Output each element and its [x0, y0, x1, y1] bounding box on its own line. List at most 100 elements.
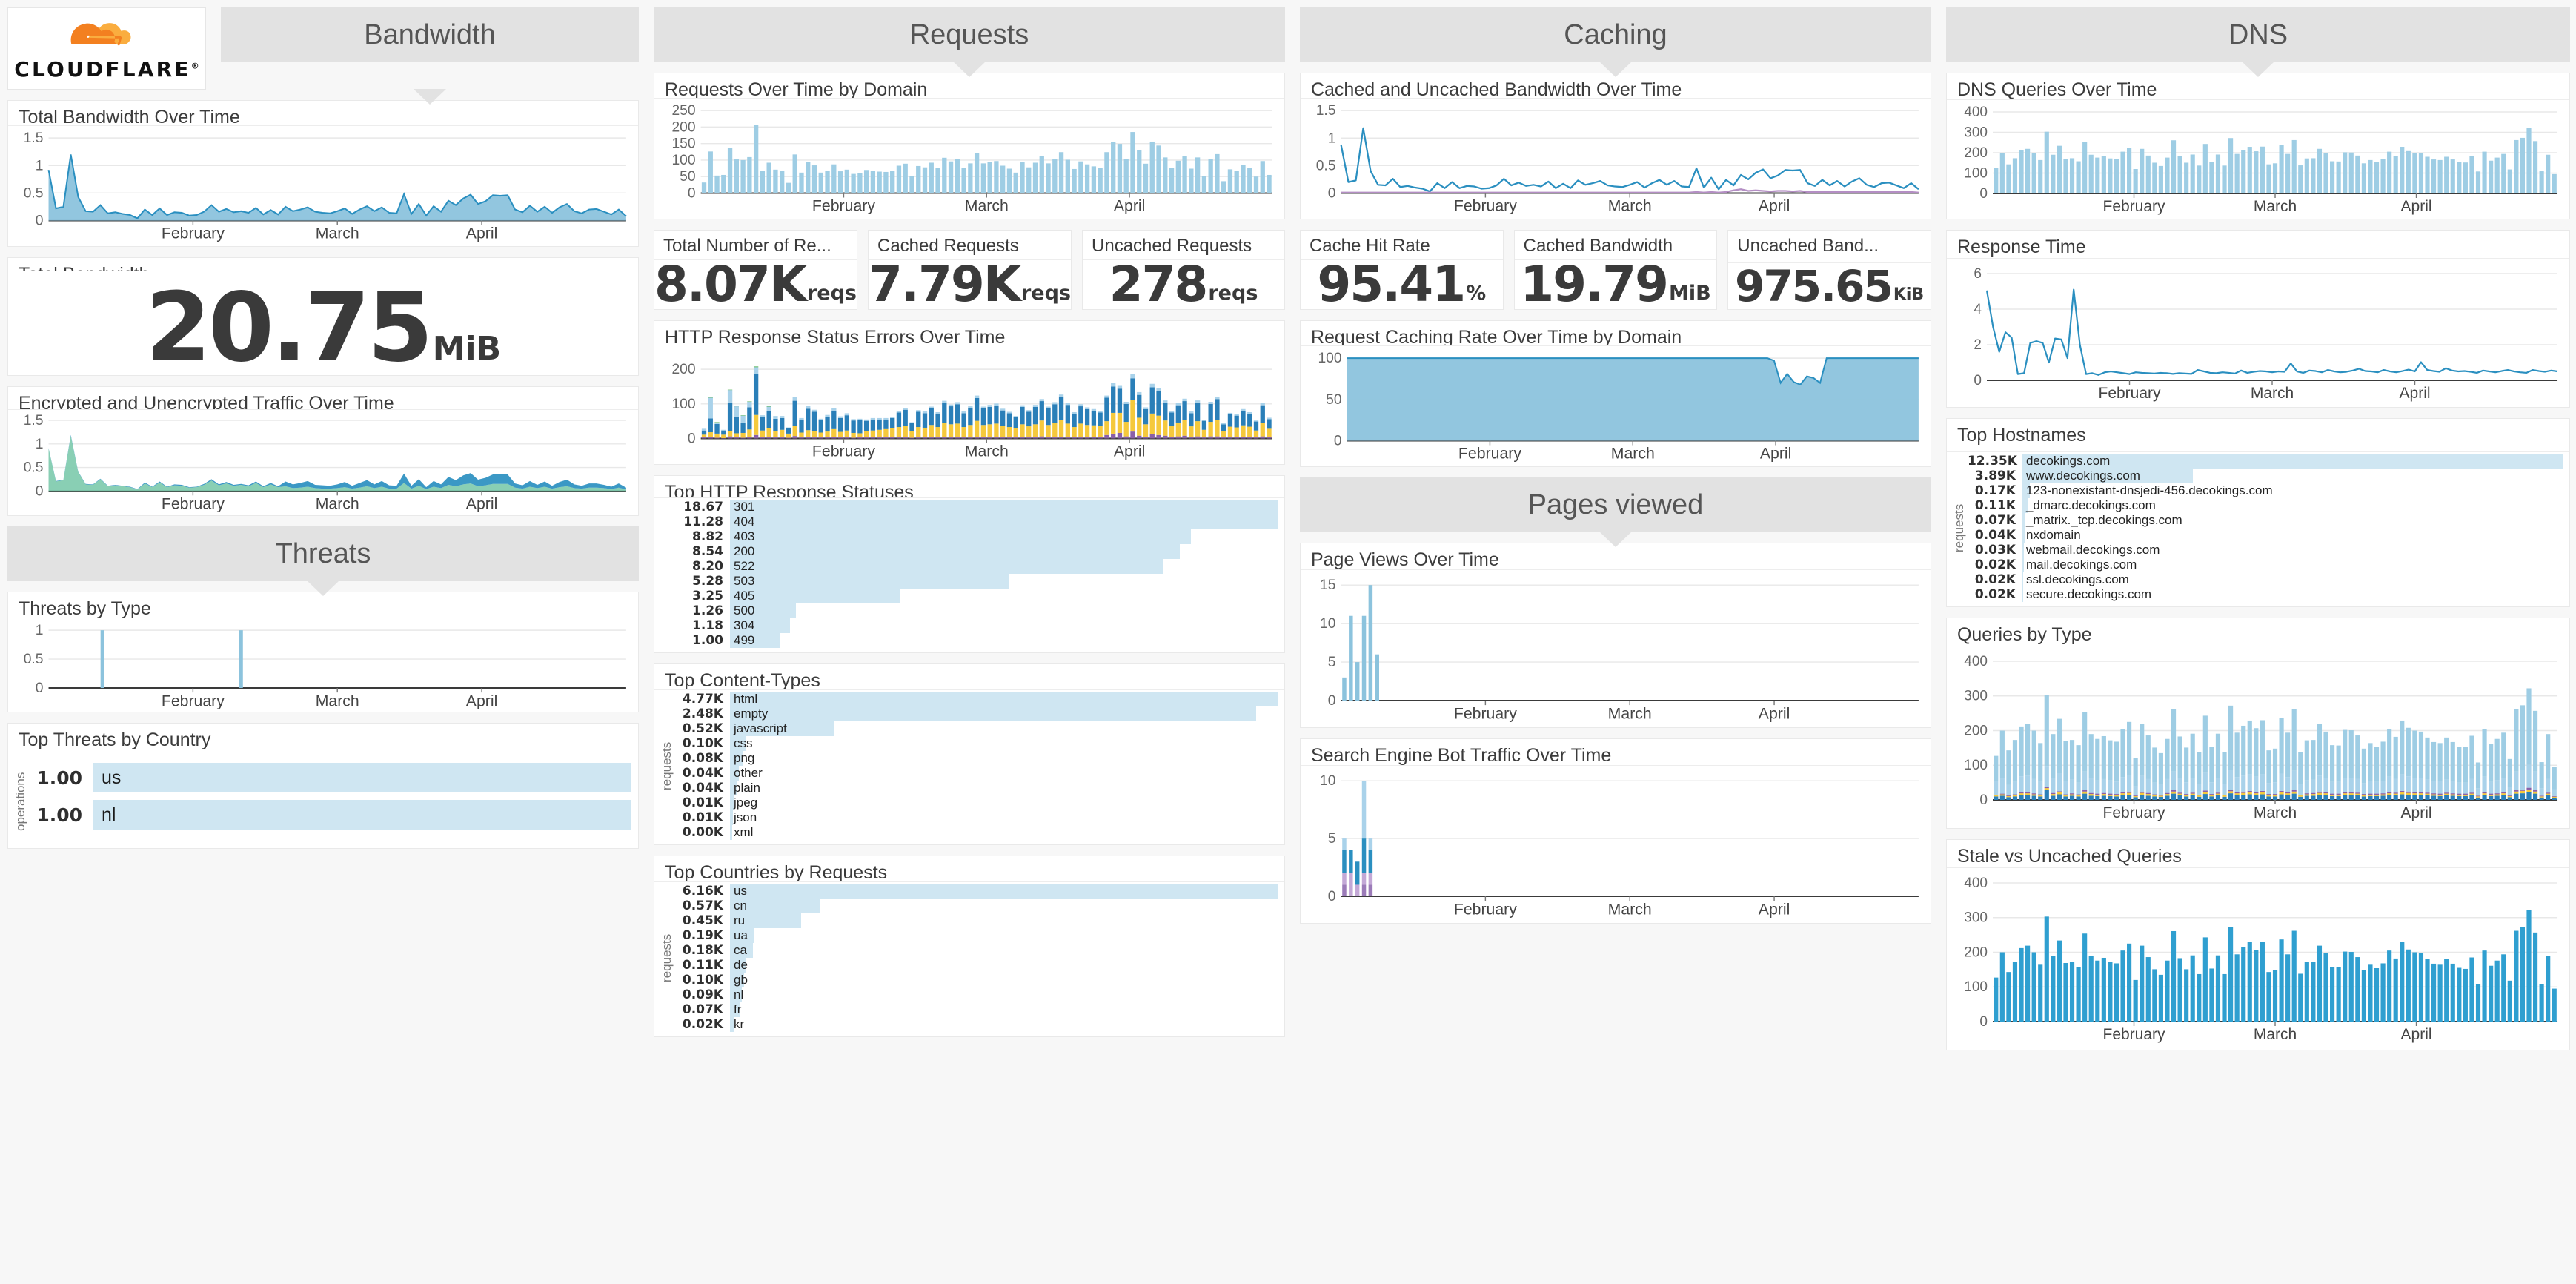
list-item[interactable]: 12.35K decokings.com [1968, 454, 2563, 469]
list-item-bar [729, 706, 1257, 721]
list-item[interactable]: 0.19K ua [675, 928, 1278, 943]
chart-cached-uncached-bandwidth[interactable]: 0 0.5 1 1.5 February March April [1301, 99, 1931, 219]
list-item[interactable]: 0.52K javascript [675, 721, 1278, 736]
list-item-bar-track: mail.decokings.com [2022, 557, 2563, 572]
tile-value: 19.79 MiB [1515, 260, 1717, 309]
list-item[interactable]: 0.04K plain [675, 781, 1278, 795]
list-item-value: 3.25 [692, 589, 723, 603]
list-item[interactable]: 0.02K ssl.decokings.com [1968, 572, 2563, 587]
tile-uncached-bandwidth[interactable]: Uncached Band... 975.65 KiB [1727, 230, 1931, 310]
list-item[interactable]: 0.11K de [675, 958, 1278, 973]
svg-text:0.5: 0.5 [1316, 159, 1336, 174]
list-item[interactable]: 0.07K _matrix._tcp.decokings.com [1968, 513, 2563, 528]
cloudflare-logo: CLOUDFLARE® [7, 7, 206, 90]
svg-text:April: April [1760, 445, 1792, 463]
list-item[interactable]: 18.67 301 [675, 500, 1278, 514]
section-banner-threats[interactable]: Threats [7, 526, 639, 596]
chart-requests-over-time[interactable]: 0 50 100 150 200 250 February March April [654, 99, 1284, 219]
list-item[interactable]: 0.17K 123-nonexistant-dnsjedi-456.decokin… [1968, 483, 2563, 498]
list-item[interactable]: 0.09K nl [675, 987, 1278, 1002]
tile-unit: reqs [806, 282, 857, 305]
list-item[interactable]: 1.26 500 [675, 603, 1278, 618]
section-banner-pages-viewed[interactable]: Pages viewed [1299, 477, 1931, 547]
panel-top-content-types: Top Content-Types requests 4.77K html 2.48… [653, 663, 1285, 845]
list-item[interactable]: 8.82 403 [675, 529, 1278, 544]
rank-rows: 18.67 301 11.28 404 8.82 403 8.54 200 8.20 522 5.2… [675, 500, 1278, 648]
section-banner-bandwidth[interactable]: Bandwidth [221, 7, 639, 105]
list-item-bar-track: secure.decokings.com [2022, 587, 2563, 602]
list-item-value: 0.18K [682, 943, 723, 958]
tile-total-requests[interactable]: Total Number of Re... 8.07K reqs [653, 230, 857, 310]
list-item[interactable]: 0.08K png [675, 751, 1278, 766]
list-item[interactable]: 5.28 503 [675, 574, 1278, 589]
list-item[interactable]: 0.02K mail.decokings.com [1968, 557, 2563, 572]
svg-text:0.5: 0.5 [24, 186, 44, 202]
list-item[interactable]: 0.45K ru [675, 913, 1278, 928]
list-item[interactable]: 1.18 304 [675, 618, 1278, 633]
tile-uncached-requests[interactable]: Uncached Requests 278 reqs [1082, 230, 1285, 310]
list-item[interactable]: 0.00K xml [675, 825, 1278, 840]
list-top-http-statuses: 18.67 301 11.28 404 8.82 403 8.54 200 8.20 522 5.2… [654, 498, 1284, 652]
list-item[interactable]: 0.02K secure.decokings.com [1968, 587, 2563, 602]
list-item[interactable]: 1.00 nl [29, 800, 631, 830]
chart-http-errors[interactable]: 0 100 200 February March April [654, 345, 1284, 464]
list-item[interactable]: 0.10K gb [675, 973, 1278, 987]
chart-bot-traffic[interactable]: 0 5 10 February March April [1301, 766, 1931, 923]
svg-text:0: 0 [688, 431, 696, 447]
list-item-label: decokings.com [2025, 454, 2111, 468]
list-item[interactable]: 0.01K json [675, 810, 1278, 825]
list-item[interactable]: 0.18K ca [675, 943, 1278, 958]
list-item[interactable]: 11.28 404 [675, 514, 1278, 529]
chart-request-caching-rate[interactable]: 0 50 100 February March April [1301, 346, 1931, 466]
panel-top-http-statuses: Top HTTP Response Statuses 18.67 301 11.28… [653, 475, 1285, 653]
chart-threats-by-type[interactable]: 0 0.5 1 February March April [8, 618, 638, 712]
list-item[interactable]: 8.54 200 [675, 544, 1278, 559]
panel-title: Top Countries by Requests [654, 856, 1284, 882]
list-item[interactable]: 0.03K webmail.decokings.com [1968, 543, 2563, 557]
list-item-bar-track: ua [729, 928, 1278, 943]
chart-encrypted-traffic[interactable]: 0 0.5 1 1.5 February March April [8, 410, 638, 515]
list-item[interactable]: 4.77K html [675, 692, 1278, 706]
list-item-bar-track: 301 [729, 500, 1278, 514]
chart-response-time[interactable]: 0 2 4 6 February March April [1947, 259, 2569, 407]
list-item[interactable]: 8.20 522 [675, 559, 1278, 574]
tile-cached-bandwidth[interactable]: Cached Bandwidth 19.79 MiB [1513, 230, 1718, 310]
list-item[interactable]: 1.00 499 [675, 633, 1278, 648]
list-item[interactable]: 0.07K fr [675, 1002, 1278, 1017]
chart-stale-vs-uncached[interactable]: 0 100 200 300 400 February March April [1947, 868, 2569, 1050]
list-item[interactable]: 0.04K other [675, 766, 1278, 781]
list-item-bar [729, 766, 739, 781]
section-banner-dns[interactable]: DNS [1945, 7, 2570, 77]
chart-page-views[interactable]: 0 5 10 15 February March April [1301, 570, 1931, 727]
svg-text:0: 0 [1328, 693, 1336, 709]
chart-dns-queries[interactable]: 0 100 200 300 400 February March April [1947, 100, 2569, 219]
list-item[interactable]: 0.02K kr [675, 1017, 1278, 1032]
chart-total-bandwidth-over-time[interactable]: 0 0.5 1 1.5 February March April [8, 126, 638, 246]
list-item[interactable]: 3.25 405 [675, 589, 1278, 603]
panel-requests-over-time: Requests Over Time by Domain 0 50 100 150 20… [653, 73, 1285, 219]
list-item[interactable]: 3.89K www.decokings.com [1968, 469, 2563, 483]
list-item-label: ca [733, 943, 747, 957]
list-item[interactable]: 0.01K jpeg [675, 795, 1278, 810]
list-item[interactable]: 1.00 us [29, 763, 631, 792]
list-item[interactable]: 0.10K css [675, 736, 1278, 751]
list-item[interactable]: 0.57K cn [675, 899, 1278, 913]
section-banner-caching[interactable]: Caching [1299, 7, 1931, 77]
svg-text:0: 0 [36, 484, 44, 500]
svg-text:April: April [2399, 385, 2430, 402]
stacked-area-chart-svg: 0 0.5 1 1.5 February March April [24, 414, 626, 512]
tile-cached-requests[interactable]: Cached Requests 7.79K reqs [868, 230, 1072, 310]
list-item[interactable]: 0.11K _dmarc.decokings.com [1968, 498, 2563, 513]
list-item-value: 11.28 [683, 514, 723, 529]
list-item-bar-track: www.decokings.com [2022, 469, 2563, 483]
chart-queries-by-type[interactable]: 0 100 200 300 400 February March April [1947, 646, 2569, 828]
bar-chart-svg: 0 100 200 300 400 February March April [1964, 876, 2557, 1043]
svg-text:February: February [162, 495, 225, 512]
list-item[interactable]: 0.04K nxdomain [1968, 528, 2563, 543]
list-item[interactable]: 6.16K us [675, 884, 1278, 899]
section-banner-requests[interactable]: Requests [653, 7, 1285, 77]
list-item[interactable]: 2.48K empty [675, 706, 1278, 721]
list-item-bar-track: empty [729, 706, 1278, 721]
tile-cache-hit-rate[interactable]: Cache Hit Rate 95.41 % [1299, 230, 1504, 310]
svg-text:April: April [1114, 443, 1146, 460]
